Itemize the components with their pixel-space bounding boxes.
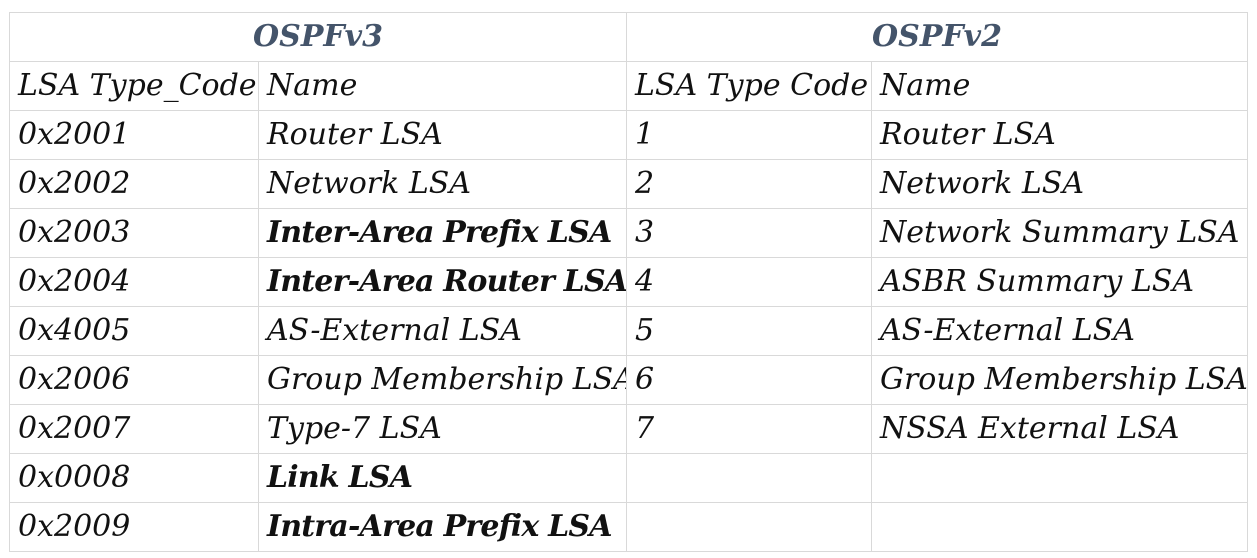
ospfv3-code-cell: 0x2006 xyxy=(9,355,259,405)
column-header-row: LSA Type_Code Name LSA Type Code Name xyxy=(9,61,1248,111)
ospfv2-code-cell: 1 xyxy=(626,110,872,160)
ospfv2-code-cell xyxy=(626,502,872,552)
table-row: 0x2009 Intra-Area Prefix LSA xyxy=(9,502,1248,552)
table-row: 0x2007 Type-7 LSA 7 NSSA External LSA xyxy=(9,404,1248,454)
ospfv3-code-cell: 0x2003 xyxy=(9,208,259,258)
ospfv2-name-cell: Network Summary LSA xyxy=(871,208,1248,258)
group-header-row: OSPFv3 OSPFv2 xyxy=(9,12,1248,62)
table-row: 0x2002 Network LSA 2 Network LSA xyxy=(9,159,1248,209)
table-row: 0x2001 Router LSA 1 Router LSA xyxy=(9,110,1248,160)
table-row: 0x2003 Inter-Area Prefix LSA 3 Network Summ… xyxy=(9,208,1248,258)
ospfv2-name-cell: Group Membership LSA xyxy=(871,355,1248,405)
ospfv2-name-cell: NSSA External LSA xyxy=(871,404,1248,454)
ospfv3-code-cell: 0x2002 xyxy=(9,159,259,209)
ospfv3-name-cell: Network LSA xyxy=(258,159,627,209)
ospfv3-code-header: LSA Type_Code xyxy=(9,61,259,111)
ospfv3-code-cell: 0x2001 xyxy=(9,110,259,160)
ospfv2-name-cell: AS-External LSA xyxy=(871,306,1248,356)
ospfv3-name-cell: AS-External LSA xyxy=(258,306,627,356)
ospfv2-name-header: Name xyxy=(871,61,1248,111)
ospfv2-name-cell: Network LSA xyxy=(871,159,1248,209)
ospfv2-name-cell xyxy=(871,453,1248,503)
ospfv2-code-cell: 6 xyxy=(626,355,872,405)
ospfv2-code-cell: 4 xyxy=(626,257,872,307)
ospfv3-name-header: Name xyxy=(258,61,627,111)
table-row: 0x0008 Link LSA xyxy=(9,453,1248,503)
ospfv3-code-cell: 0x4005 xyxy=(9,306,259,356)
ospfv2-code-cell xyxy=(626,453,872,503)
table-row: 0x4005 AS-External LSA 5 AS-External LSA xyxy=(9,306,1248,356)
ospfv2-code-cell: 5 xyxy=(626,306,872,356)
table-row: 0x2004 Inter-Area Router LSA 4 ASBR Summary… xyxy=(9,257,1248,307)
ospfv2-code-header: LSA Type Code xyxy=(626,61,872,111)
ospfv2-name-cell: ASBR Summary LSA xyxy=(871,257,1248,307)
ospfv2-code-cell: 2 xyxy=(626,159,872,209)
ospfv3-name-cell: Inter-Area Prefix LSA xyxy=(258,208,627,258)
lsa-comparison-table: OSPFv3 OSPFv2 LSA Type_Code Name LSA Typ… xyxy=(9,12,1248,552)
ospfv3-code-cell: 0x2007 xyxy=(9,404,259,454)
ospfv3-name-cell: Type-7 LSA xyxy=(258,404,627,454)
ospfv2-code-cell: 7 xyxy=(626,404,872,454)
ospfv3-code-cell: 0x2009 xyxy=(9,502,259,552)
ospfv3-name-cell: Link LSA xyxy=(258,453,627,503)
table-row: 0x2006 Group Membership LSA 6 Group Members… xyxy=(9,355,1248,405)
ospfv2-name-cell xyxy=(871,502,1248,552)
ospfv3-name-cell: Router LSA xyxy=(258,110,627,160)
ospfv3-code-cell: 0x0008 xyxy=(9,453,259,503)
table-body: OSPFv3 OSPFv2 LSA Type_Code Name LSA Typ… xyxy=(9,12,1248,552)
ospfv3-code-cell: 0x2004 xyxy=(9,257,259,307)
ospfv3-name-cell: Intra-Area Prefix LSA xyxy=(258,502,627,552)
ospfv3-name-cell: Inter-Area Router LSA xyxy=(258,257,627,307)
ospfv3-group-title: OSPFv3 xyxy=(9,12,627,62)
ospfv2-code-cell: 3 xyxy=(626,208,872,258)
ospfv3-name-cell: Group Membership LSA xyxy=(258,355,627,405)
ospfv2-group-title: OSPFv2 xyxy=(626,12,1248,62)
ospfv2-name-cell: Router LSA xyxy=(871,110,1248,160)
